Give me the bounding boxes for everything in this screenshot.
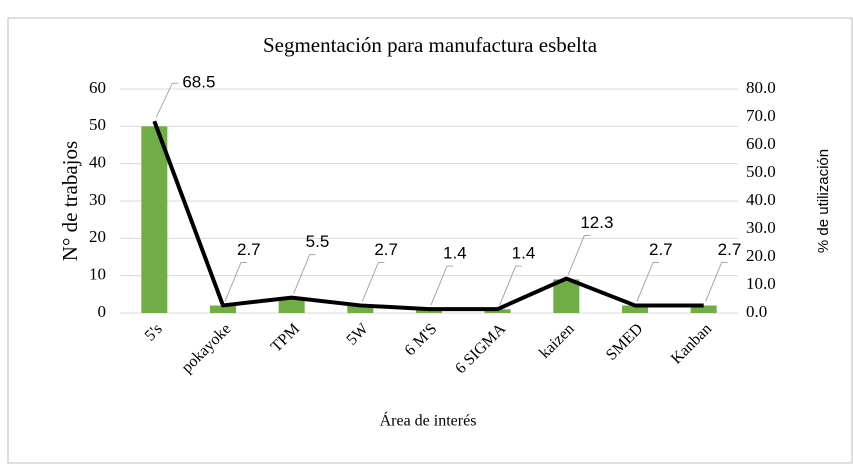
bar [141, 126, 168, 313]
bar [416, 309, 442, 313]
bar [278, 298, 305, 313]
y-tick-label: 60 [89, 78, 106, 97]
y2-axis-title: % de utilización [815, 149, 832, 253]
data-label: 2.7 [718, 240, 742, 259]
data-label: 12.3 [580, 213, 613, 232]
data-label: 68.5 [182, 73, 215, 92]
bar [484, 309, 511, 313]
y-axis-title: N° de trabajos [58, 141, 82, 261]
y2-tick-label: 10.0 [746, 274, 776, 293]
data-label: 1.4 [512, 244, 536, 263]
bar [622, 305, 648, 313]
data-label: 1.4 [443, 244, 467, 263]
label-leader [499, 265, 522, 306]
bar [553, 279, 580, 313]
y2-tick-label: 0.0 [746, 302, 767, 321]
label-leader [430, 265, 453, 306]
bar [690, 305, 717, 313]
y-tick-label: 0 [98, 302, 107, 321]
data-label: 2.7 [374, 240, 398, 259]
y2-tick-label: 40.0 [746, 190, 776, 209]
data-label: 2.7 [649, 240, 673, 259]
y2-tick-label: 30.0 [746, 218, 776, 237]
y2-tick-label: 70.0 [746, 106, 776, 125]
x-axis-title: Área de interés [380, 411, 477, 430]
y2-tick-label: 80.0 [746, 78, 776, 97]
y-tick-label: 10 [89, 265, 106, 284]
data-label: 2.7 [237, 240, 261, 259]
line [152, 120, 704, 312]
data-label: 5.5 [306, 232, 330, 251]
chart-title: Segmentación para manufactura esbelta [263, 33, 598, 57]
y-tick-label: 30 [89, 190, 106, 209]
y2-tick-label: 60.0 [746, 134, 776, 153]
label-leader [155, 82, 179, 118]
y2-tick-label: 50.0 [746, 162, 776, 181]
bar [347, 305, 374, 313]
y-tick-label: 20 [89, 227, 106, 246]
label-leader [636, 261, 659, 302]
y2-tick-label: 20.0 [746, 246, 776, 265]
label-leader [224, 261, 247, 302]
bar [210, 305, 236, 313]
y-tick-label: 40 [89, 153, 106, 172]
label-leader [705, 261, 728, 302]
label-leader [361, 261, 385, 302]
y-tick-label: 50 [89, 115, 106, 134]
label-leader [567, 235, 591, 275]
label-leader [293, 254, 316, 294]
